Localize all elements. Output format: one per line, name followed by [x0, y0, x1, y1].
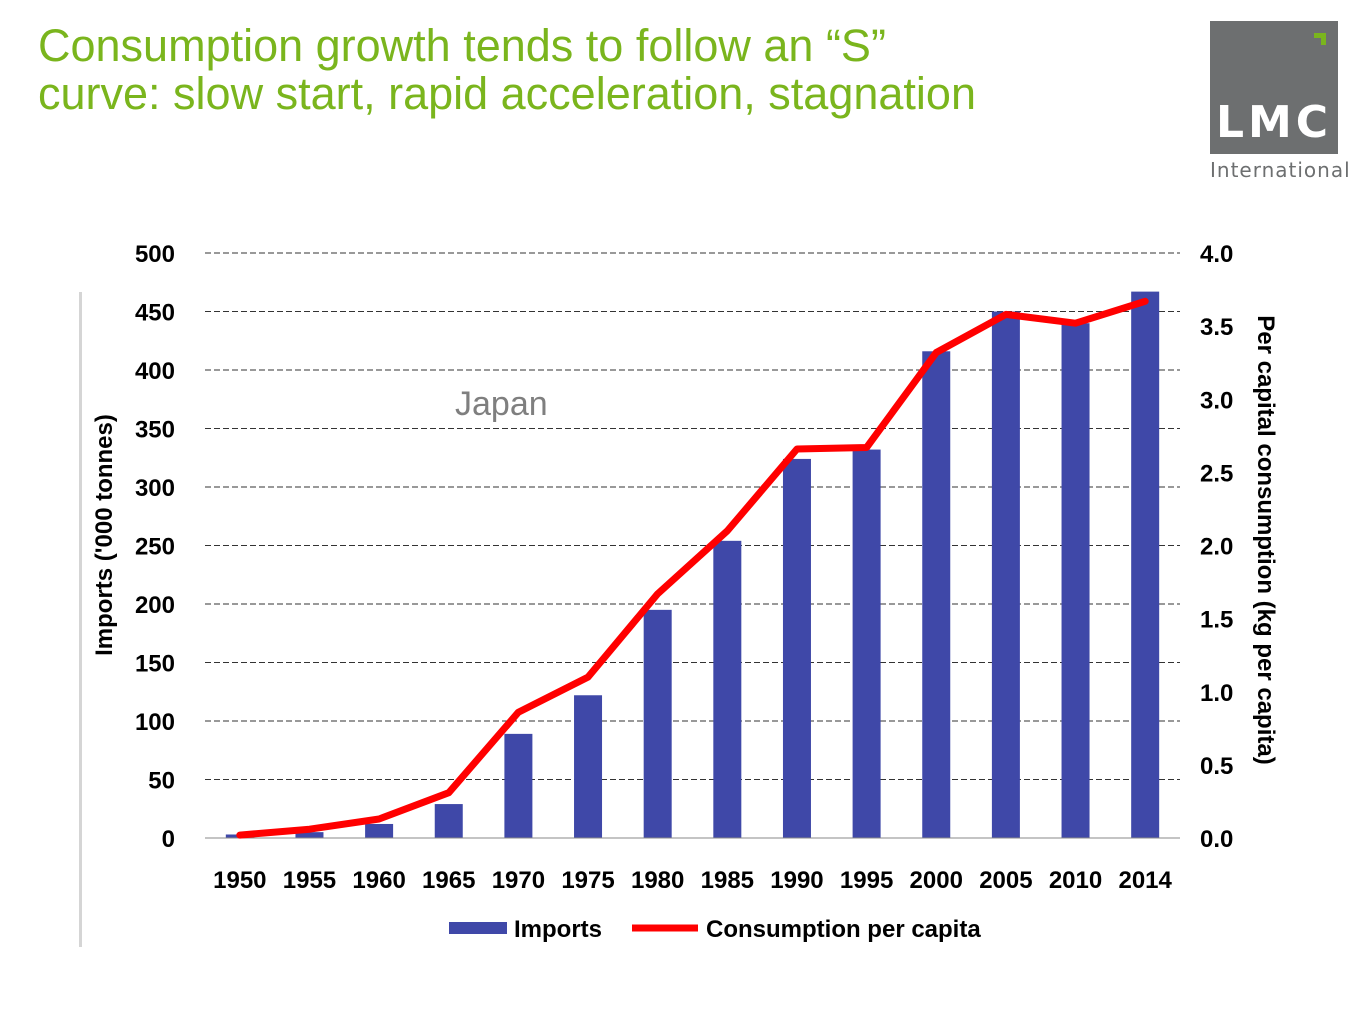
- x-tick-label: 2014: [1118, 867, 1172, 894]
- x-tick-label: 1950: [213, 867, 266, 894]
- y-tick-label: 500: [135, 241, 175, 268]
- x-tick-label: 1955: [283, 867, 336, 894]
- y-tick-label: 50: [148, 768, 175, 795]
- imports-bar: [1131, 291, 1160, 838]
- imports-bar: [574, 695, 603, 838]
- imports-bar: [922, 351, 951, 838]
- imports-bar: [852, 449, 881, 838]
- slide-title-line-2: curve: slow start, rapid acceleration, s…: [38, 68, 976, 119]
- y2-tick-label: 3.5: [1200, 314, 1233, 341]
- y2-tick-label: 0.5: [1200, 753, 1233, 780]
- y2-tick-label: 1.5: [1200, 607, 1233, 634]
- y-tick-label: 100: [135, 709, 175, 736]
- x-tick-label: 2005: [979, 867, 1032, 894]
- legend-imports-label: Imports: [514, 916, 602, 943]
- imports-bar: [643, 609, 672, 838]
- imports-bar: [713, 540, 742, 838]
- slide-title: Consumption growth tends to follow an “S…: [38, 22, 1158, 118]
- y-tick-label: 250: [135, 534, 175, 561]
- y2-tick-label: 0.0: [1200, 826, 1233, 853]
- y2-axis-title: Per capital consumption (kg per capita): [1252, 315, 1279, 764]
- y-tick-label: 0: [162, 826, 175, 853]
- y-tick-label: 350: [135, 417, 175, 444]
- imports-bar: [434, 804, 463, 838]
- legend-consumption-label: Consumption per capita: [706, 916, 981, 943]
- imports-bar: [504, 733, 533, 838]
- imports-bar: [295, 832, 324, 838]
- japan-annotation: Japan: [455, 385, 548, 423]
- imports-bar: [782, 458, 811, 838]
- slide-title-line-1: Consumption growth tends to follow an “S…: [38, 20, 886, 71]
- logo-text: LMC: [1215, 97, 1333, 148]
- y2-tick-label: 2.0: [1200, 534, 1233, 561]
- x-tick-label: 1975: [561, 867, 614, 894]
- y-axis-title: Imports ('000 tonnes): [91, 414, 118, 656]
- x-tick-label: 1965: [422, 867, 475, 894]
- x-tick-label: 1985: [701, 867, 754, 894]
- y-tick-label: 200: [135, 592, 175, 619]
- logo-corner-mark: [1314, 33, 1326, 45]
- y-tick-label: 450: [135, 300, 175, 327]
- legend-imports-swatch: [449, 922, 507, 934]
- imports-bar: [365, 823, 394, 838]
- y-tick-label: 300: [135, 475, 175, 502]
- x-tick-label: 1980: [631, 867, 684, 894]
- imports-bar: [1061, 323, 1090, 838]
- y2-tick-label: 3.0: [1200, 387, 1233, 414]
- consumption-line: [236, 297, 1149, 839]
- y-tick-label: 400: [135, 358, 175, 385]
- y2-tick-label: 1.0: [1200, 680, 1233, 707]
- x-tick-label: 1960: [352, 867, 405, 894]
- y-tick-label: 150: [135, 651, 175, 678]
- y2-tick-label: 4.0: [1200, 241, 1233, 268]
- x-tick-label: 2000: [910, 867, 963, 894]
- lmc-logo: LMC: [1210, 21, 1338, 154]
- x-tick-label: 1995: [840, 867, 893, 894]
- x-tick-label: 1970: [492, 867, 545, 894]
- vertical-divider: [79, 292, 82, 947]
- x-tick-label: 1990: [770, 867, 823, 894]
- x-tick-label: 2010: [1049, 867, 1102, 894]
- imports-bar: [991, 311, 1020, 838]
- logo-subtext: International: [1210, 158, 1351, 182]
- y2-tick-label: 2.5: [1200, 460, 1233, 487]
